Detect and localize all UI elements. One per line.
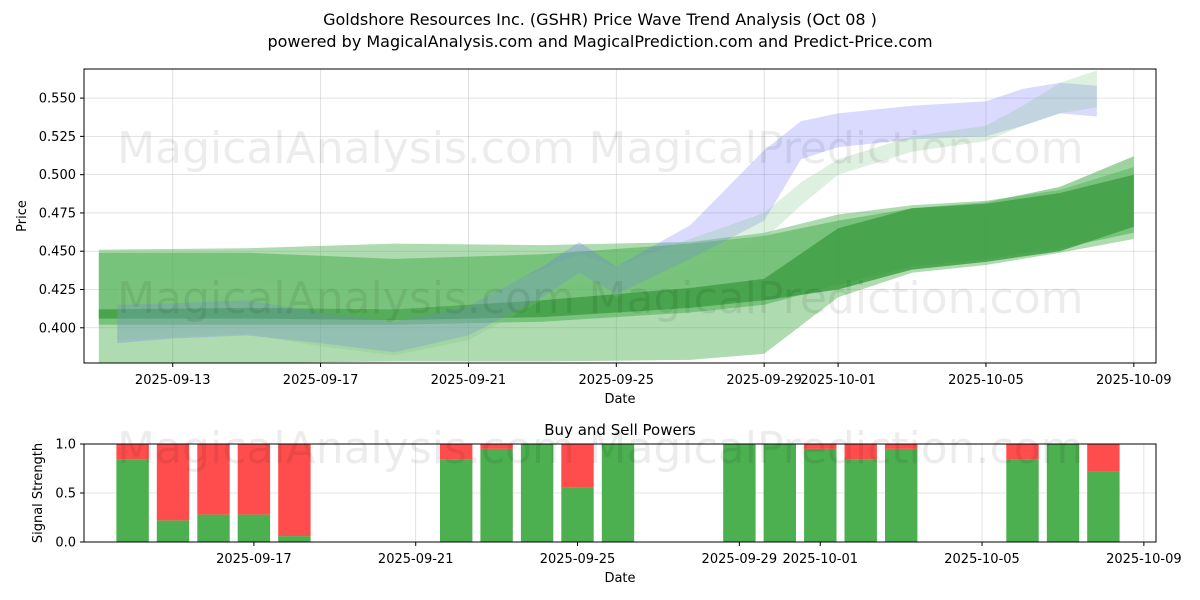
price-x-label: Date <box>604 392 635 407</box>
sell-bar <box>844 444 877 460</box>
buy-bar <box>278 536 311 542</box>
watermark-prediction: MagicalPrediction.com <box>589 423 1084 474</box>
signal-x-tick-label: 2025-09-21 <box>378 552 454 567</box>
chart-title: Goldshore Resources Inc. (GSHR) Price Wa… <box>323 10 877 29</box>
price-y-tick-label: 0.500 <box>39 168 76 183</box>
buy-bar <box>601 444 635 542</box>
buy-bar <box>885 448 918 542</box>
price-y-tick-label: 0.550 <box>39 92 76 107</box>
signal-y-tick-label: 0.0 <box>55 536 76 551</box>
buy-bar <box>723 444 756 542</box>
sell-bar <box>480 444 513 449</box>
price-x-tick-label: 2025-09-17 <box>283 373 359 388</box>
price-y-ticks: 0.400 0.425 0.450 0.475 0.500 0.525 0.550 <box>39 92 84 336</box>
price-band-blue-wave-band <box>117 82 1097 353</box>
sell-bar <box>561 444 594 488</box>
buy-bar <box>1046 444 1080 542</box>
buy-bar <box>844 459 877 542</box>
buy-bar <box>197 514 230 542</box>
price-x-tick-label: 2025-09-29 <box>726 373 802 388</box>
price-grid <box>84 69 1156 363</box>
watermark-analysis: MagicalAnalysis.com <box>117 423 575 474</box>
price-x-tick-label: 2025-09-25 <box>579 373 655 388</box>
price-x-tick-label: 2025-10-09 <box>1096 373 1172 388</box>
signal-x-tick-label: 2025-09-25 <box>540 552 616 567</box>
price-y-label: Price <box>15 200 30 232</box>
price-band-green-core-band <box>98 174 1134 321</box>
signal-x-tick-label: 2025-09-17 <box>216 552 292 567</box>
price-axes-frame <box>83 68 1157 364</box>
signal-x-ticks: 2025-09-17 2025-09-21 2025-09-25 2025-09-29… <box>216 542 1182 567</box>
signal-y-tick-label: 0.5 <box>55 487 76 502</box>
price-band-green-upper-wave-band <box>117 70 1097 356</box>
price-bands <box>98 70 1134 363</box>
price-band-green-mid-band <box>98 156 1134 325</box>
sell-bar <box>440 444 473 460</box>
price-x-tick-label: 2025-10-05 <box>948 373 1024 388</box>
signal-y-tick-label: 1.0 <box>55 438 76 453</box>
sell-bar <box>278 444 311 537</box>
signal-x-tick-label: 2025-10-05 <box>944 552 1020 567</box>
price-x-tick-label: 2025-09-21 <box>431 373 507 388</box>
signal-x-tick-label: 2025-09-29 <box>702 552 778 567</box>
watermark-prediction: MagicalPrediction.com <box>589 123 1084 174</box>
sell-bar <box>156 444 190 521</box>
buy-bar <box>480 448 513 542</box>
price-y-tick-label: 0.450 <box>39 245 76 260</box>
buy-bar <box>561 487 594 542</box>
signal-x-tick-label: 2025-10-01 <box>782 552 858 567</box>
buy-bar <box>520 444 554 542</box>
price-y-tick-label: 0.400 <box>39 321 76 336</box>
sell-bar <box>1087 444 1120 472</box>
buy-bar <box>116 459 149 542</box>
watermark-prediction: MagicalPrediction.com <box>589 273 1084 324</box>
signal-bars <box>116 444 1120 542</box>
signal-chart: Buy and Sell Powers 0.0 0.5 1.0 2025-09-17… <box>31 421 1182 586</box>
sell-bar <box>885 444 918 449</box>
buy-bar <box>156 520 190 542</box>
buy-bar <box>440 459 473 542</box>
buy-bar <box>1006 459 1039 542</box>
sell-bar <box>804 444 837 449</box>
signal-axes-frame <box>83 443 1157 543</box>
buy-bar <box>763 444 796 542</box>
price-y-tick-label: 0.475 <box>39 206 76 221</box>
signal-y-label: Signal Strength <box>31 443 46 543</box>
signal-chart-title: Buy and Sell Powers <box>544 421 696 439</box>
watermark-analysis: MagicalAnalysis.com <box>117 273 575 324</box>
chart-subtitle: powered by MagicalAnalysis.com and Magic… <box>267 32 932 51</box>
price-y-tick-label: 0.525 <box>39 130 76 145</box>
price-y-tick-label: 0.425 <box>39 283 76 298</box>
price-chart: 0.400 0.425 0.450 0.475 0.500 0.525 0.550 2025… <box>15 68 1172 407</box>
sell-bar <box>197 444 230 515</box>
signal-x-tick-label: 2025-10-09 <box>1106 552 1182 567</box>
price-x-ticks: 2025-09-13 2025-09-17 2025-09-21 2025-09-25… <box>135 363 1172 388</box>
price-x-tick-label: 2025-09-13 <box>135 373 211 388</box>
price-x-tick-label: 2025-10-01 <box>800 373 876 388</box>
signal-x-label: Date <box>604 571 635 586</box>
sell-bar <box>116 444 149 460</box>
signal-y-ticks: 0.0 0.5 1.0 <box>55 438 84 551</box>
sell-bar <box>237 444 271 515</box>
buy-bar <box>237 514 271 542</box>
watermark-analysis: MagicalAnalysis.com <box>117 123 575 174</box>
buy-bar <box>804 448 837 542</box>
sell-bar <box>1006 444 1039 460</box>
buy-bar <box>1087 471 1120 542</box>
